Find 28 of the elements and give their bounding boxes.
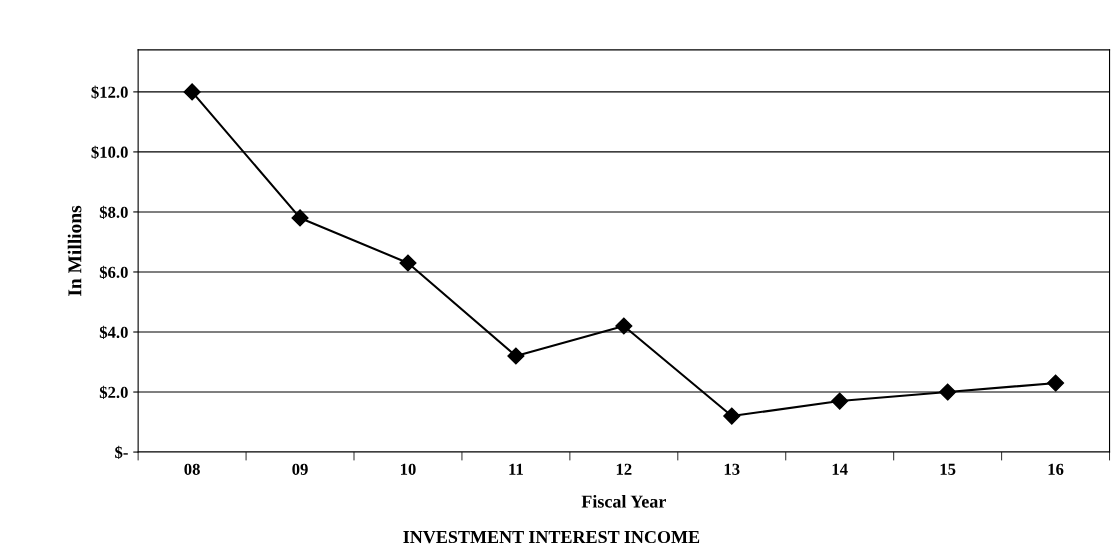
- x-tick-label: 10: [400, 463, 416, 475]
- x-tick-label: 08: [184, 463, 200, 475]
- x-tick-label: 11: [509, 463, 523, 475]
- y-tick-label: $12.0: [91, 85, 128, 99]
- x-tick-label: 16: [1048, 463, 1064, 475]
- x-tick-label: 15: [940, 463, 956, 475]
- point: [183, 83, 201, 101]
- point: [1047, 374, 1065, 392]
- y-tick-label: $6.0: [99, 265, 128, 280]
- point: [939, 383, 957, 401]
- x-tick-label: 14: [832, 463, 848, 475]
- point: [615, 317, 633, 335]
- point: [831, 392, 849, 410]
- y-tick-label: $-: [115, 445, 128, 460]
- x-tick-label: 09: [292, 463, 308, 475]
- y-tick-label: $2.0: [99, 385, 128, 400]
- x-axis-title: Fiscal Year: [581, 494, 666, 508]
- point: [723, 407, 741, 425]
- y-axis-title: In Millions: [67, 205, 82, 296]
- y-tick-label: $8.0: [99, 205, 128, 219]
- point: [291, 209, 309, 227]
- y-tick-label: $4.0: [99, 325, 128, 340]
- point: [507, 347, 525, 365]
- text: INVESTMENT INTEREST INCOME: [403, 530, 700, 544]
- x-tick-label: 13: [724, 463, 740, 475]
- y-tick-label: $10.0: [91, 145, 128, 159]
- x-tick-label: 12: [616, 463, 632, 475]
- point: [399, 254, 417, 272]
